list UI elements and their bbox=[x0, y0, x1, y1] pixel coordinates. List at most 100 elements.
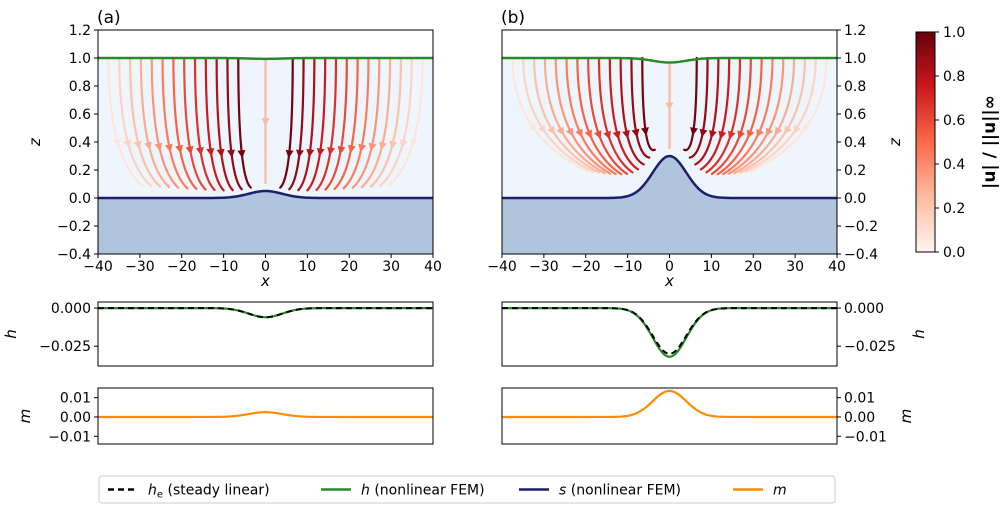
panel-a: −40 −30 −20 −10 0 10 20 30 40 x −0.4 −0.2 0.0 0.2 0.4 0… bbox=[26, 8, 442, 290]
y-tick-label: 0.0 bbox=[69, 191, 91, 207]
streamline bbox=[172, 56, 198, 190]
streamline bbox=[297, 56, 316, 192]
y-axis-label: z bbox=[886, 137, 904, 147]
streamline-arrow bbox=[399, 139, 408, 149]
y-tick-label: 1.0 bbox=[69, 51, 91, 67]
surface-h-line bbox=[502, 56, 837, 64]
streamline bbox=[554, 56, 612, 175]
streamline bbox=[279, 56, 294, 189]
m-panel-a: 0.01 0.00 −0.01 m bbox=[16, 387, 434, 445]
y-tick-label: 1.0 bbox=[844, 51, 866, 67]
streamline-arrow bbox=[774, 126, 783, 136]
he-linear-line bbox=[502, 307, 837, 355]
x-tick-label: 30 bbox=[786, 259, 804, 275]
streamline-arrow bbox=[622, 129, 630, 139]
streamline bbox=[369, 56, 402, 188]
legend-label-text: (steady linear) bbox=[163, 483, 270, 499]
streamline bbox=[511, 56, 589, 173]
y-tick-label: 0.6 bbox=[69, 107, 91, 123]
x-axis-label: x bbox=[260, 272, 270, 290]
y-tick-label: −0.025 bbox=[39, 339, 91, 355]
streamline bbox=[360, 56, 392, 189]
streamline-arrow bbox=[603, 130, 611, 140]
streamline-arrow bbox=[728, 130, 736, 140]
streamline-arrow bbox=[316, 148, 325, 157]
streamline-arrow bbox=[556, 126, 565, 136]
colorbar-tick-label: 1.0 bbox=[943, 25, 965, 41]
legend-label-symbol: h bbox=[148, 483, 157, 499]
streamline bbox=[183, 56, 207, 191]
axes-frame bbox=[501, 301, 838, 367]
streamline-arrow bbox=[765, 127, 774, 137]
streamline bbox=[533, 56, 601, 174]
streamline-arrow bbox=[410, 138, 418, 148]
streamline-arrow bbox=[347, 144, 356, 154]
streamline bbox=[204, 56, 225, 192]
streamline bbox=[387, 56, 424, 187]
streamline bbox=[129, 56, 162, 188]
colorbar-tick-label: 0.8 bbox=[943, 69, 965, 85]
h-nonlinear-line bbox=[98, 307, 433, 319]
x-tick-label: −20 bbox=[571, 259, 601, 275]
legend-label-text: (nonlinear FEM) bbox=[566, 483, 681, 499]
streamline-arrow bbox=[195, 146, 204, 156]
streamline-arrow bbox=[206, 148, 215, 157]
streamline-arrow bbox=[285, 149, 294, 159]
x-tick-label: −40 bbox=[83, 259, 113, 275]
streamline-arrow bbox=[584, 129, 592, 139]
legend: he (steady linear) h (nonlinear FEM) s (no… bbox=[98, 475, 836, 504]
y-tick-label: 0.4 bbox=[69, 135, 91, 151]
x-tick-label: 20 bbox=[744, 259, 762, 275]
y-axis-label: h bbox=[2, 329, 20, 339]
y-tick-label: 0.01 bbox=[844, 391, 875, 407]
streamline bbox=[288, 56, 305, 191]
streamline-arrow bbox=[783, 125, 792, 135]
streamline bbox=[118, 56, 153, 188]
streamline-arrow bbox=[718, 130, 727, 140]
y-tick-label: 0.2 bbox=[844, 163, 866, 179]
y-axis-label: m bbox=[16, 409, 34, 424]
y-tick-label: 0.6 bbox=[844, 107, 866, 123]
m-line bbox=[502, 389, 837, 419]
y-tick-label: 0.4 bbox=[844, 135, 866, 151]
x-tick-label: −10 bbox=[613, 259, 643, 275]
x-tick-label: −30 bbox=[125, 259, 155, 275]
he-linear-line bbox=[98, 307, 433, 319]
y-tick-label: 0.000 bbox=[844, 301, 884, 317]
y-axis-label: m bbox=[897, 409, 915, 424]
legend-label-text: (nonlinear FEM) bbox=[370, 483, 485, 499]
x-tick-label: −10 bbox=[209, 259, 239, 275]
axes-frame bbox=[97, 301, 434, 367]
streamline-arrow bbox=[575, 128, 583, 138]
y-tick-label: −0.025 bbox=[844, 339, 896, 355]
bed-s-line bbox=[98, 189, 433, 200]
y-tick-label: 0.01 bbox=[60, 391, 91, 407]
y-tick-label: 0.2 bbox=[69, 163, 91, 179]
streamline bbox=[733, 56, 796, 175]
y-tick-label: 0.0 bbox=[844, 191, 866, 207]
x-tick-label: 0 bbox=[261, 259, 270, 275]
streamline-arrow bbox=[237, 149, 246, 159]
colorbar-tick-label: 0.4 bbox=[943, 157, 965, 173]
streamline-arrow bbox=[389, 140, 398, 150]
streamline-arrow bbox=[528, 123, 537, 133]
y-tick-label: −0.01 bbox=[844, 429, 887, 445]
y-axis-label: z bbox=[26, 137, 44, 147]
streamline-arrow bbox=[175, 144, 184, 154]
y-tick-label: 0.8 bbox=[844, 79, 866, 95]
bed-region bbox=[98, 191, 433, 254]
streamline-arrow bbox=[327, 146, 336, 156]
streamline-arrow bbox=[296, 149, 304, 158]
x-tick-label: 40 bbox=[424, 259, 442, 275]
streamline bbox=[107, 56, 144, 187]
panel-label: (a) bbox=[97, 8, 121, 28]
legend-label: h (nonlinear FEM) bbox=[361, 483, 485, 499]
y-tick-label: 1.2 bbox=[844, 23, 866, 39]
streamline-arrow bbox=[699, 128, 708, 138]
streamline-arrow bbox=[144, 141, 152, 151]
axes-frame bbox=[501, 387, 838, 445]
x-tick-label: 10 bbox=[298, 259, 316, 275]
x-tick-label: −20 bbox=[167, 259, 197, 275]
streamline bbox=[722, 56, 774, 176]
